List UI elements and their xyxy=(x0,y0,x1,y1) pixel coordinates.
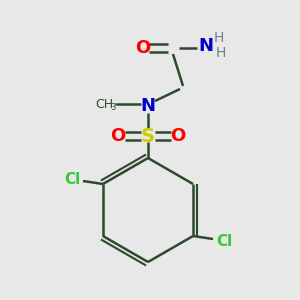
Text: S: S xyxy=(141,127,155,146)
Text: H: H xyxy=(216,46,226,60)
Text: O: O xyxy=(170,127,186,145)
Text: O: O xyxy=(110,127,126,145)
Text: CH: CH xyxy=(95,98,113,110)
Text: Cl: Cl xyxy=(64,172,80,187)
Text: N: N xyxy=(199,37,214,55)
Text: Cl: Cl xyxy=(216,233,232,248)
Text: N: N xyxy=(140,97,155,115)
Text: 3: 3 xyxy=(110,103,116,112)
Text: O: O xyxy=(135,39,151,57)
Text: H: H xyxy=(214,31,224,45)
